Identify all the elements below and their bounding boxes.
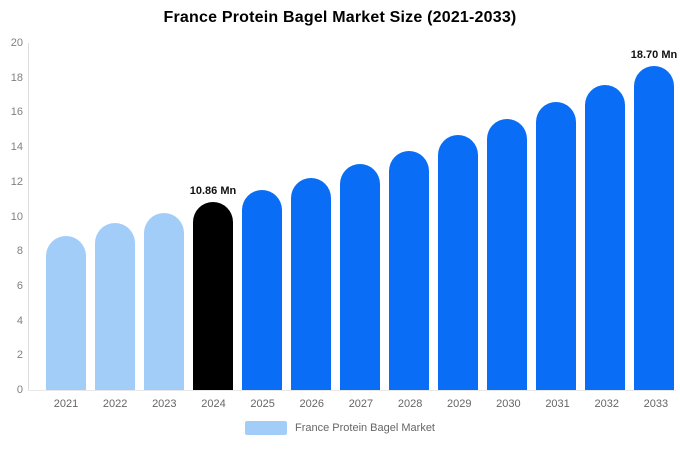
y-tick-label-10: 10 (10, 210, 23, 223)
bar-column-2023 (144, 43, 184, 390)
y-tick-label-0: 0 (16, 384, 23, 396)
bar-2028[interactable] (389, 151, 429, 390)
x-axis-label-2027: 2027 (348, 398, 374, 410)
bar-2030[interactable] (487, 119, 527, 390)
x-axis-label-2021: 2021 (53, 398, 79, 410)
bar-column-2025 (242, 43, 282, 390)
bar-column-2027 (340, 43, 380, 390)
y-tick-label-18: 18 (10, 71, 23, 84)
legend[interactable]: France Protein Bagel Market (0, 421, 680, 435)
legend-label: France Protein Bagel Market (294, 422, 435, 434)
x-axis-label-2031: 2031 (545, 398, 570, 410)
x-axis-label-2023: 2023 (152, 398, 177, 410)
bar-2024[interactable] (193, 202, 233, 390)
data-label-2024: 10.86 Mn (189, 185, 237, 197)
y-tick-label-6: 6 (16, 279, 23, 292)
x-axis-label-2028: 2028 (397, 398, 423, 410)
y-tick-label-12: 12 (10, 175, 23, 188)
x-axis-label-2024: 2024 (201, 398, 226, 410)
bar-column-2029 (438, 43, 478, 390)
y-tick-label-4: 4 (16, 314, 23, 327)
y-tick-label-8: 8 (16, 245, 23, 258)
x-axis-label-2026: 2026 (299, 398, 325, 410)
x-axis-label-2025: 2025 (250, 398, 275, 410)
bar-column-2021 (46, 43, 86, 390)
bar-2021[interactable] (46, 236, 86, 390)
x-axis-label-2030: 2030 (496, 398, 521, 410)
x-axis-line (28, 390, 676, 391)
plot-area: 10.86 Mn 18.70 Mn (28, 43, 678, 390)
x-axis-label-2022: 2022 (102, 398, 128, 410)
chart-title: France Protein Bagel Market Size (2021-2… (163, 9, 517, 26)
x-axis-label-2032: 2032 (594, 398, 619, 410)
bar-2029[interactable] (438, 135, 478, 390)
x-axis-label-2029: 2029 (447, 398, 472, 410)
bar-2031[interactable] (536, 102, 576, 390)
bar-2033[interactable] (634, 66, 674, 390)
bar-2027[interactable] (340, 164, 380, 390)
bar-column-2028 (389, 43, 429, 390)
bar-column-2022 (95, 43, 135, 390)
x-axis-label-2033: 2033 (643, 398, 669, 410)
y-tick-label-2: 2 (16, 349, 23, 362)
y-tick-label-20: 20 (10, 37, 23, 49)
y-axis-line (28, 43, 29, 391)
data-label-2033: 18.70 Mn (630, 49, 678, 61)
bar-column-2030 (487, 43, 527, 390)
legend-swatch-icon (244, 421, 287, 435)
bars-container: 10.86 Mn 18.70 Mn (46, 43, 678, 390)
bar-2023[interactable] (144, 213, 184, 390)
bar-2032[interactable] (585, 85, 625, 390)
bar-column-2032 (585, 43, 625, 390)
bar-column-2033: 18.70 Mn (630, 43, 678, 390)
x-axis-labels: 2021 2022 2023 2024 2025 2026 2027 2028 2029 2030… (46, 398, 676, 410)
bar-column-2024: 10.86 Mn (189, 43, 237, 390)
y-tick-label-16: 16 (10, 106, 23, 119)
y-tick-label-14: 14 (10, 141, 23, 154)
bar-2022[interactable] (95, 223, 135, 390)
bar-2026[interactable] (291, 178, 331, 390)
bar-column-2026 (291, 43, 331, 390)
bar-column-2031 (536, 43, 576, 390)
bar-2025[interactable] (242, 190, 282, 390)
